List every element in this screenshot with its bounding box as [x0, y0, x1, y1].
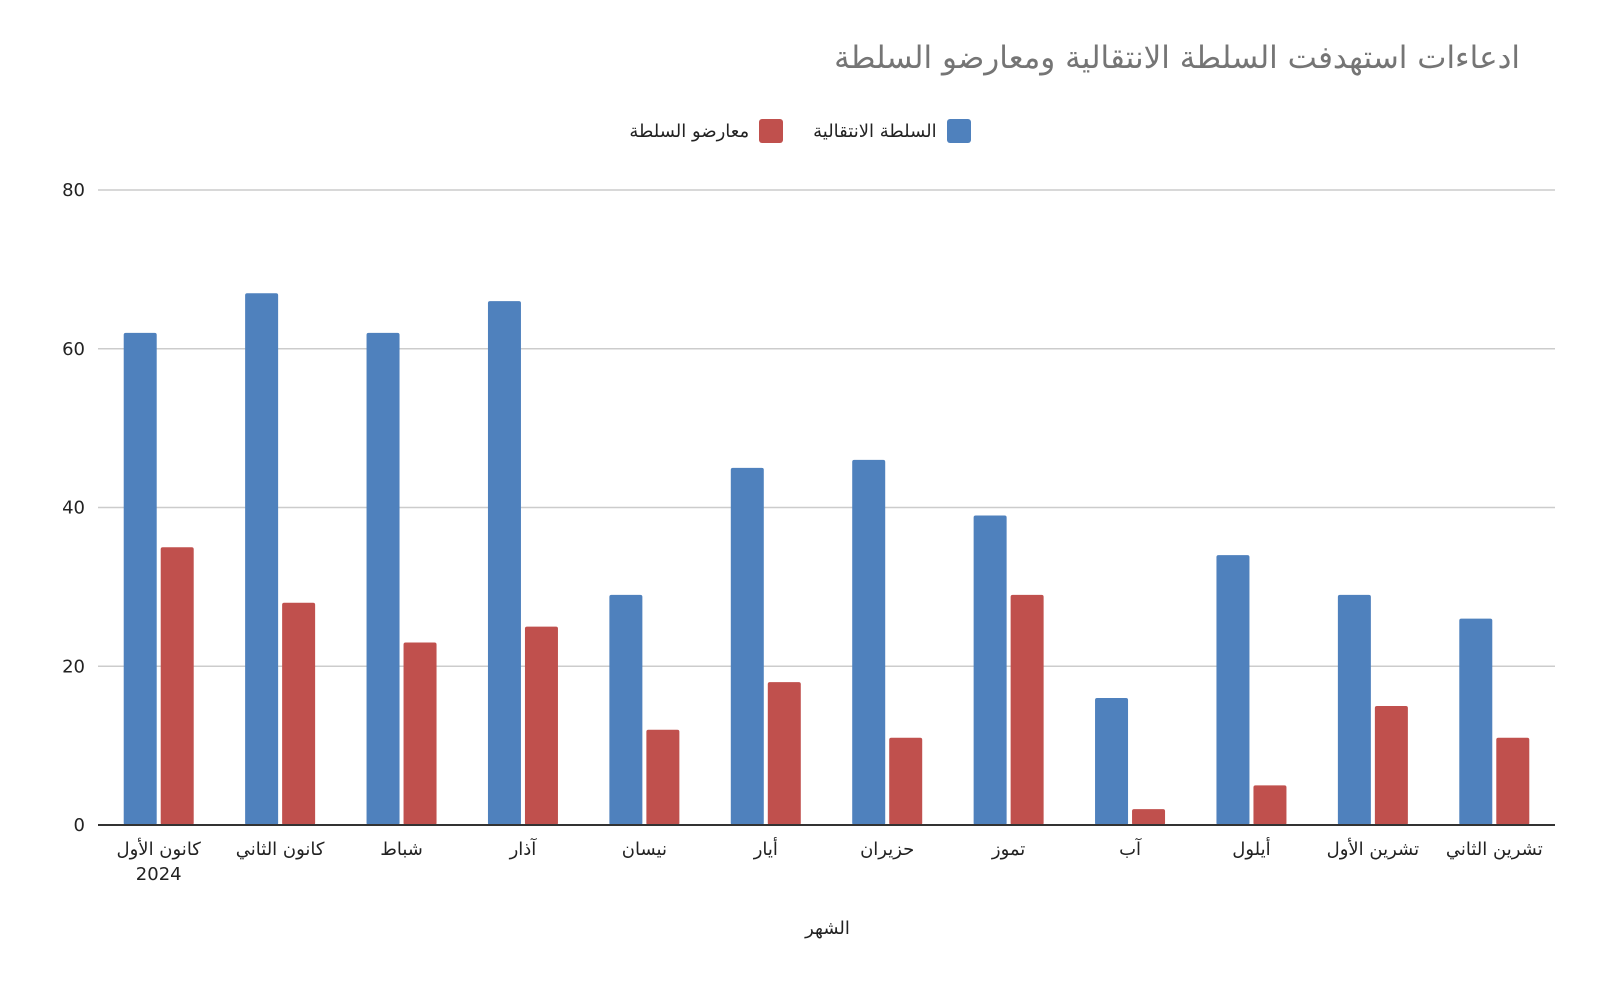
x-axis-title: الشهر — [805, 918, 850, 939]
x-tick-label: نيسان — [622, 839, 667, 860]
y-tick-label: 60 — [62, 339, 85, 360]
bar-series-2 — [1132, 809, 1166, 825]
bar-series-2 — [1253, 785, 1287, 825]
legend-item-series-2: معارضو السلطة — [629, 119, 784, 143]
legend-item-series-1: السلطة الانتقالية — [813, 119, 971, 143]
x-tick-label: تموز — [991, 839, 1025, 860]
x-tick-label: شباط — [380, 839, 423, 860]
bar-series-2 — [1010, 594, 1044, 825]
x-tick-label: أيلول — [1232, 837, 1270, 860]
chart-title: ادعاءات استهدفت السلطة الانتقالية ومعارض… — [834, 40, 1520, 76]
bar-series-1 — [366, 332, 400, 825]
bar-series-2 — [160, 547, 194, 825]
bar-series-2 — [1374, 705, 1408, 825]
y-tick-label: 80 — [62, 180, 85, 201]
x-tick-label: أيار — [753, 837, 778, 860]
x-tick-label: حزيران — [860, 839, 914, 860]
bar-series-2 — [1496, 737, 1530, 825]
bar-series-1 — [487, 301, 521, 825]
x-tick-label: تشرين الثاني — [1446, 839, 1543, 860]
bar-series-2 — [889, 737, 923, 825]
x-tick-label: آذار — [509, 837, 538, 860]
legend-swatch-series-1 — [946, 119, 971, 143]
bar-series-1 — [730, 467, 764, 825]
bar-series-1 — [609, 594, 643, 825]
bar-series-2 — [646, 729, 680, 825]
legend: السلطة الانتقالية معارضو السلطة — [0, 119, 1600, 143]
bar-series-1 — [1459, 618, 1493, 825]
y-tick-label: 20 — [62, 656, 85, 677]
x-tick-label: 2024 — [136, 864, 182, 885]
legend-label-series-2: معارضو السلطة — [629, 120, 750, 142]
legend-swatch-series-2 — [759, 119, 784, 143]
bar-series-1 — [1216, 555, 1250, 825]
bar-series-1 — [245, 293, 279, 825]
legend-label-series-1: السلطة الانتقالية — [813, 120, 937, 142]
y-tick-label: 40 — [62, 498, 85, 519]
bar-series-1 — [852, 459, 886, 825]
bar-series-1 — [1095, 698, 1129, 825]
x-tick-label: آب — [1119, 837, 1142, 860]
x-tick-label: كانون الأول — [117, 838, 202, 860]
bar-series-2 — [282, 602, 316, 825]
bar-series-2 — [767, 682, 801, 825]
bar-series-2 — [403, 642, 437, 825]
bar-series-1 — [1337, 594, 1371, 825]
bar-series-1 — [973, 515, 1007, 825]
bar-series-2 — [524, 626, 558, 825]
x-tick-label: كانون الثاني — [236, 839, 325, 860]
bar-series-1 — [123, 332, 157, 825]
x-tick-label: تشرين الأول — [1327, 838, 1419, 860]
y-tick-label: 0 — [74, 815, 85, 836]
